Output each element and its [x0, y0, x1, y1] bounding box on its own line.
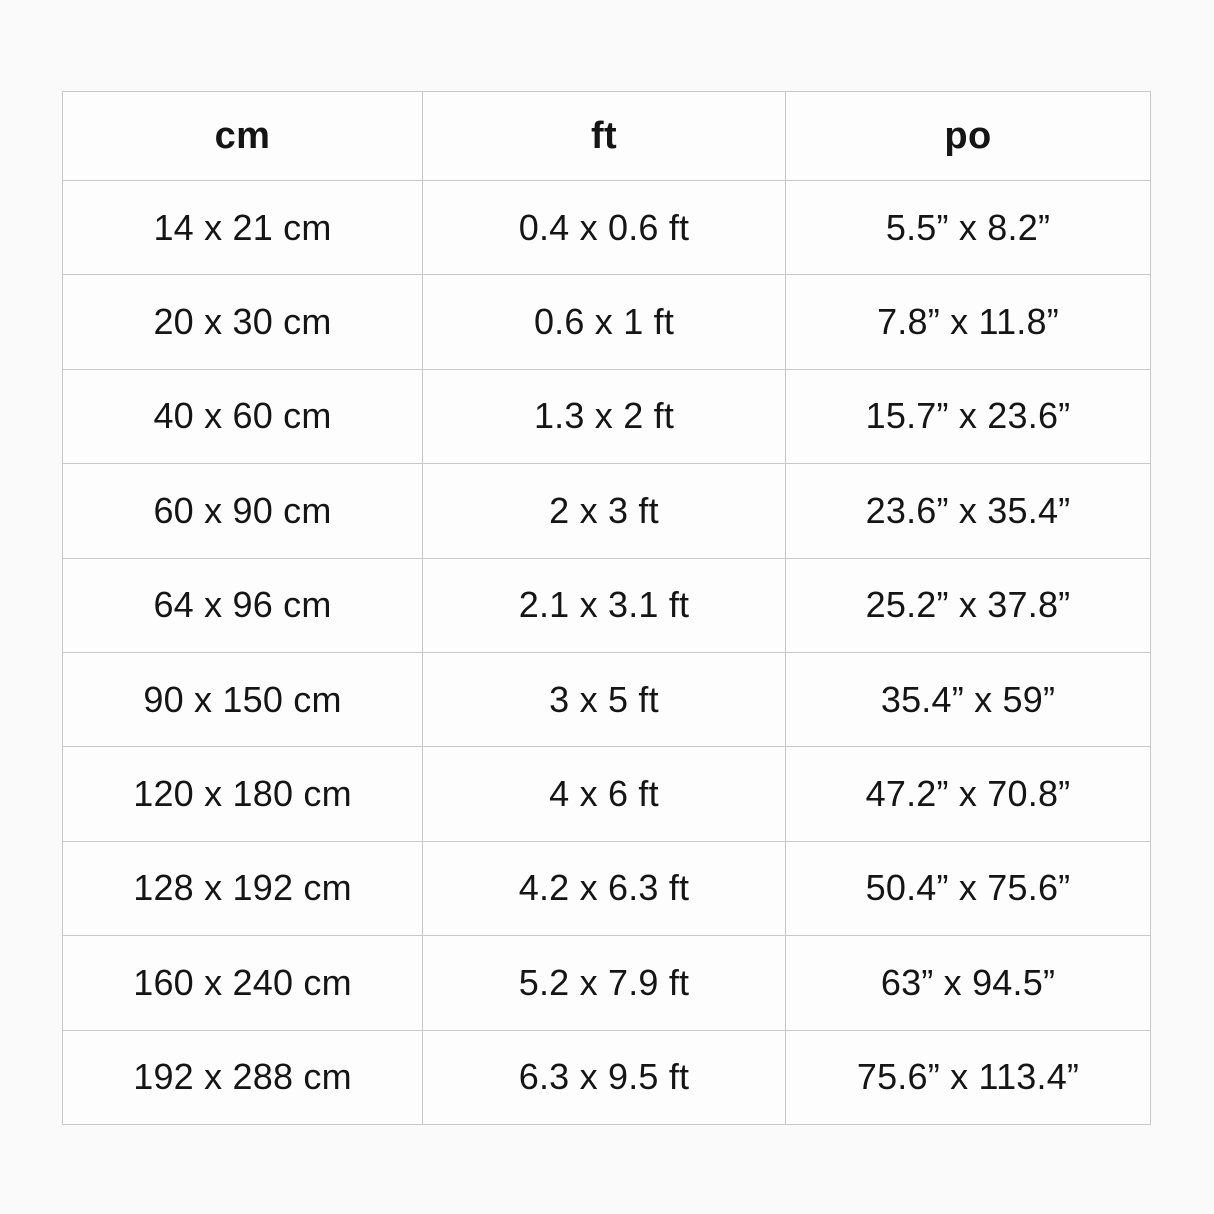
cell-cm: 14 x 21 cm [62, 179, 423, 276]
cell-ft: 6.3 x 9.5 ft [422, 1029, 786, 1126]
table-header: cm ft po [62, 91, 1151, 181]
table-row: 192 x 288 cm 6.3 x 9.5 ft 75.6” x 113.4” [62, 1029, 1151, 1126]
cell-ft: 0.4 x 0.6 ft [422, 179, 786, 276]
cell-po: 23.6” x 35.4” [785, 463, 1151, 559]
cell-ft: 0.6 x 1 ft [422, 274, 786, 370]
table-header-row: cm ft po [62, 91, 1151, 181]
cell-ft: 4.2 x 6.3 ft [422, 840, 786, 937]
cell-cm: 90 x 150 cm [62, 651, 423, 748]
cell-cm: 128 x 192 cm [62, 840, 423, 937]
table-row: 90 x 150 cm 3 x 5 ft 35.4” x 59” [62, 651, 1151, 748]
table-row: 128 x 192 cm 4.2 x 6.3 ft 50.4” x 75.6” [62, 840, 1151, 937]
cell-po: 15.7” x 23.6” [785, 368, 1151, 465]
table-row: 14 x 21 cm 0.4 x 0.6 ft 5.5” x 8.2” [62, 179, 1151, 276]
table-row: 20 x 30 cm 0.6 x 1 ft 7.8” x 11.8” [62, 274, 1151, 370]
cell-cm: 192 x 288 cm [62, 1029, 423, 1126]
column-header-po: po [785, 91, 1151, 181]
cell-po: 5.5” x 8.2” [785, 179, 1151, 276]
cell-po: 75.6” x 113.4” [785, 1029, 1151, 1126]
table-row: 40 x 60 cm 1.3 x 2 ft 15.7” x 23.6” [62, 368, 1151, 465]
cell-cm: 40 x 60 cm [62, 368, 423, 465]
table-body: 14 x 21 cm 0.4 x 0.6 ft 5.5” x 8.2” 20 x… [62, 179, 1151, 1126]
cell-cm: 120 x 180 cm [62, 746, 423, 842]
table-row: 120 x 180 cm 4 x 6 ft 47.2” x 70.8” [62, 746, 1151, 842]
cell-cm: 20 x 30 cm [62, 274, 423, 370]
size-conversion-table: cm ft po 14 x 21 cm 0.4 x 0.6 ft 5.5” x … [62, 91, 1151, 1126]
cell-ft: 1.3 x 2 ft [422, 368, 786, 465]
cell-po: 35.4” x 59” [785, 651, 1151, 748]
cell-ft: 3 x 5 ft [422, 651, 786, 748]
cell-ft: 5.2 x 7.9 ft [422, 935, 786, 1031]
cell-ft: 4 x 6 ft [422, 746, 786, 842]
cell-cm: 160 x 240 cm [62, 935, 423, 1031]
cell-cm: 64 x 96 cm [62, 557, 423, 653]
cell-cm: 60 x 90 cm [62, 463, 423, 559]
cell-po: 63” x 94.5” [785, 935, 1151, 1031]
cell-ft: 2 x 3 ft [422, 463, 786, 559]
cell-po: 50.4” x 75.6” [785, 840, 1151, 937]
cell-po: 25.2” x 37.8” [785, 557, 1151, 653]
cell-po: 7.8” x 11.8” [785, 274, 1151, 370]
table-row: 160 x 240 cm 5.2 x 7.9 ft 63” x 94.5” [62, 935, 1151, 1031]
column-header-ft: ft [422, 91, 786, 181]
table-row: 64 x 96 cm 2.1 x 3.1 ft 25.2” x 37.8” [62, 557, 1151, 653]
cell-ft: 2.1 x 3.1 ft [422, 557, 786, 653]
cell-po: 47.2” x 70.8” [785, 746, 1151, 842]
column-header-cm: cm [62, 91, 423, 181]
table-row: 60 x 90 cm 2 x 3 ft 23.6” x 35.4” [62, 463, 1151, 559]
